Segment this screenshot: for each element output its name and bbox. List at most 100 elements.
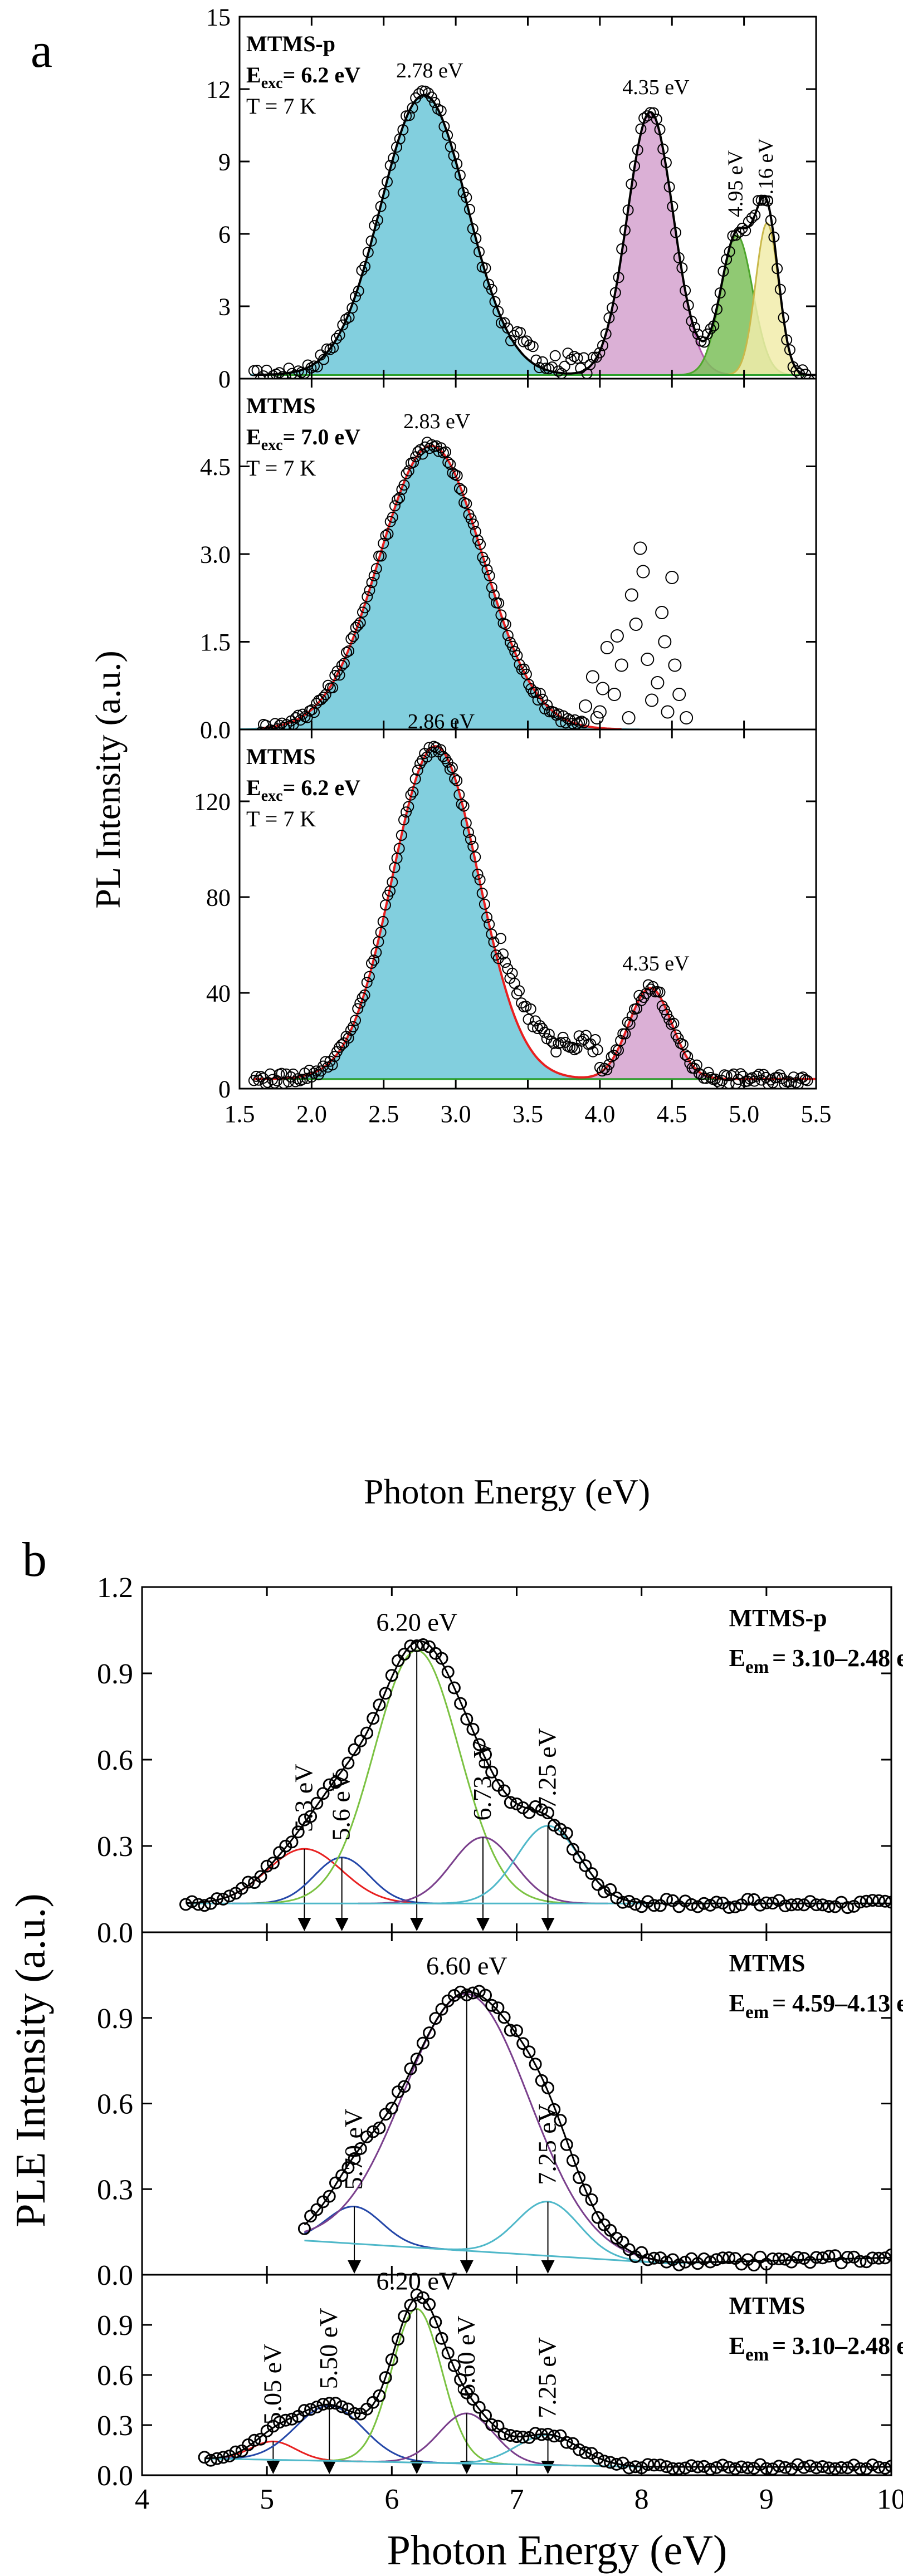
data-point: [567, 1041, 578, 1053]
data-point: [292, 1073, 304, 1085]
data-point: [327, 682, 339, 693]
data-point: [619, 1028, 631, 1040]
data-point: [860, 2462, 873, 2475]
data-point: [766, 1897, 779, 1910]
data-point: [481, 564, 493, 576]
data-point: [379, 2108, 392, 2121]
data-point: [685, 2459, 698, 2472]
data-point: [423, 87, 434, 99]
data-point: [198, 2451, 211, 2464]
data-point: [429, 2012, 442, 2025]
data-point: [816, 1898, 829, 1912]
data-point: [382, 176, 393, 188]
data-point: [616, 1896, 629, 1909]
data-point: [562, 347, 574, 359]
data-point: [704, 2255, 717, 2269]
data-point: [310, 1796, 324, 1810]
data-point: [721, 253, 733, 265]
data-point: [397, 124, 409, 136]
x-tick-label: 4: [135, 2484, 149, 2515]
x-tick-label: 8: [634, 2484, 649, 2515]
data-point: [735, 2460, 748, 2474]
data-point: [803, 2459, 817, 2472]
data-point: [508, 330, 520, 341]
data-point: [872, 1894, 886, 1907]
data-point: [320, 1056, 331, 1067]
data-point: [334, 329, 345, 341]
data-point: [679, 2255, 692, 2269]
data-point: [500, 957, 511, 968]
data-point: [495, 933, 506, 944]
data-point: [340, 314, 352, 325]
data-point: [699, 336, 710, 348]
data-point: [721, 1070, 733, 1081]
data-point: [610, 2231, 623, 2245]
data-point: [510, 2430, 523, 2443]
data-point: [348, 2407, 361, 2420]
data-point: [398, 1648, 411, 1661]
peak-label: 4.35 eV: [622, 76, 690, 99]
data-point: [710, 2253, 723, 2266]
data-point: [481, 912, 492, 923]
data-point: [550, 1046, 562, 1057]
data-point: [555, 1037, 567, 1049]
data-point: [716, 2459, 729, 2472]
data-point: [283, 721, 295, 729]
emission-label: Eem= 3.10–2.48 eV: [729, 1644, 903, 1677]
data-point: [229, 2445, 242, 2459]
data-point: [497, 2011, 511, 2024]
data-point: [591, 2211, 604, 2224]
data-point: [677, 1039, 689, 1050]
data-point: [409, 773, 421, 785]
data-point: [269, 718, 281, 729]
data-point: [597, 1065, 608, 1077]
data-point: [729, 2462, 742, 2475]
data-point: [311, 361, 323, 373]
data-point: [273, 1846, 286, 1859]
data-point: [379, 1687, 392, 1700]
data-point: [760, 1896, 773, 1909]
x-tick-label: 5.5: [801, 1100, 832, 1128]
data-point: [803, 374, 814, 379]
data-point: [461, 498, 472, 510]
data-point: [502, 322, 514, 334]
data-point: [828, 2462, 842, 2475]
data-point: [479, 555, 491, 567]
data-point: [541, 2082, 554, 2094]
data-point: [680, 711, 694, 724]
data-point: [285, 1835, 299, 1849]
data-point: [343, 645, 355, 657]
data-point: [255, 374, 266, 379]
data-point: [778, 312, 789, 324]
data-point: [572, 352, 583, 364]
data-point: [816, 2251, 829, 2265]
subplots: 2.78 eV 4.35 eV 4.95 eV 5.16 eV 0 3 6 9 12 15 MTMS…: [97, 3, 903, 2515]
data-point: [377, 915, 389, 927]
data-point: [458, 800, 470, 812]
data-point: [337, 319, 349, 331]
data-point: [466, 2393, 480, 2406]
data-point: [663, 181, 675, 193]
data-point: [592, 1044, 603, 1056]
data-point: [329, 2176, 342, 2190]
peak-arrow: [297, 1918, 311, 1931]
data-point: [633, 541, 647, 555]
data-point: [345, 1025, 357, 1036]
data-point: [658, 635, 672, 649]
data-point: [704, 1898, 717, 1912]
data-point: [553, 708, 564, 720]
data-point: [579, 699, 592, 713]
data-point: [369, 220, 380, 232]
y-tick-label: 0.0: [200, 716, 231, 743]
data-point: [743, 216, 754, 227]
data-point: [467, 840, 479, 852]
data-point: [667, 200, 679, 212]
data-point: [705, 1072, 716, 1083]
data-point: [641, 2458, 655, 2471]
data-point: [378, 188, 390, 199]
data-point: [414, 758, 426, 770]
data-point: [597, 2455, 611, 2468]
data-point: [872, 2251, 886, 2265]
data-point: [622, 204, 634, 216]
y-tick-label: 12: [206, 76, 231, 103]
